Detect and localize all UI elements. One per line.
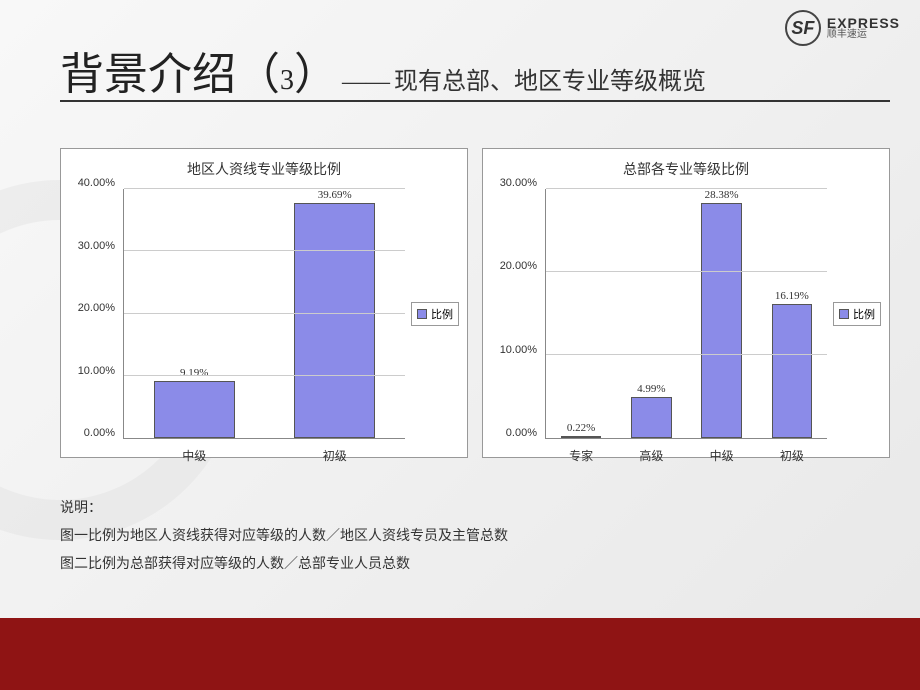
gridline xyxy=(124,375,405,376)
legend-label: 比例 xyxy=(431,306,453,322)
notes: 说明： 图一比例为地区人资线获得对应等级的人数／地区人资线专员及主管总数 图二比… xyxy=(60,495,860,579)
title-number: 3 xyxy=(280,65,294,97)
bar-slot: 16.19% xyxy=(757,189,827,438)
chart-left-plot: 9.19%39.69% 中级初级 xyxy=(123,189,405,439)
legend-swatch xyxy=(417,309,427,319)
chart-left-xaxis: 中级初级 xyxy=(124,447,405,464)
chart-right-yaxis: 0.00% 10.00% 20.00% 30.00% xyxy=(491,189,545,439)
bar-slot: 28.38% xyxy=(687,189,757,438)
bar-slot: 39.69% xyxy=(265,189,406,438)
gridline xyxy=(546,354,827,355)
gridline xyxy=(124,188,405,189)
bar xyxy=(772,304,813,438)
bar-value-label: 9.19% xyxy=(180,367,208,379)
chart-left: 地区人资线专业等级比例 0.00% 10.00% 20.00% 30.00% 4… xyxy=(60,148,468,458)
x-category: 高级 xyxy=(616,447,686,464)
gridline xyxy=(124,313,405,314)
notes-line1: 图一比例为地区人资线获得对应等级的人数／地区人资线专员及主管总数 xyxy=(60,523,860,551)
legend-label: 比例 xyxy=(853,306,875,322)
bar-value-label: 0.22% xyxy=(567,422,595,434)
chart-right-legend: 比例 xyxy=(833,302,881,326)
bar-value-label: 39.69% xyxy=(318,189,352,201)
charts-row: 地区人资线专业等级比例 0.00% 10.00% 20.00% 30.00% 4… xyxy=(60,148,890,458)
gridline xyxy=(546,271,827,272)
chart-right-title: 总部各专业等级比例 xyxy=(491,159,881,179)
bar-slot: 0.22% xyxy=(546,189,616,438)
gridline xyxy=(124,250,405,251)
x-category: 中级 xyxy=(687,447,757,464)
logo-text-en: EXPRESS xyxy=(827,16,900,30)
title-underline xyxy=(60,100,890,102)
bar-slot: 4.99% xyxy=(616,189,686,438)
chart-right-plot: 0.22%4.99%28.38%16.19% 专家高级中级初级 xyxy=(545,189,827,439)
bar-value-label: 16.19% xyxy=(775,290,809,302)
x-category: 专家 xyxy=(546,447,616,464)
notes-line2: 图二比例为总部获得对应等级的人数／总部专业人员总数 xyxy=(60,551,860,579)
bar xyxy=(631,397,672,438)
bar-value-label: 4.99% xyxy=(637,383,665,395)
bar xyxy=(701,203,742,438)
gridline xyxy=(546,188,827,189)
bar xyxy=(154,381,235,438)
x-category: 中级 xyxy=(124,447,265,464)
bar-value-label: 28.38% xyxy=(705,189,739,201)
bottom-bar xyxy=(0,618,920,690)
chart-left-title: 地区人资线专业等级比例 xyxy=(69,159,459,179)
legend-swatch xyxy=(839,309,849,319)
bar-slot: 9.19% xyxy=(124,189,265,438)
title-close: ） xyxy=(294,38,338,102)
bar xyxy=(294,203,375,438)
title-dash: —— xyxy=(342,69,390,96)
notes-heading: 说明： xyxy=(60,495,860,523)
chart-left-yaxis: 0.00% 10.00% 20.00% 30.00% 40.00% xyxy=(69,189,123,439)
x-category: 初级 xyxy=(265,447,406,464)
chart-right: 总部各专业等级比例 0.00% 10.00% 20.00% 30.00% 0.2… xyxy=(482,148,890,458)
title-main: 背景介绍（ xyxy=(60,38,280,102)
page-title: 背景介绍（ 3 ） —— 现有总部、地区专业等级概览 xyxy=(60,38,890,102)
title-sub: 现有总部、地区专业等级概览 xyxy=(394,61,706,96)
x-category: 初级 xyxy=(757,447,827,464)
chart-left-legend: 比例 xyxy=(411,302,459,326)
chart-right-xaxis: 专家高级中级初级 xyxy=(546,447,827,464)
bar xyxy=(561,436,602,438)
